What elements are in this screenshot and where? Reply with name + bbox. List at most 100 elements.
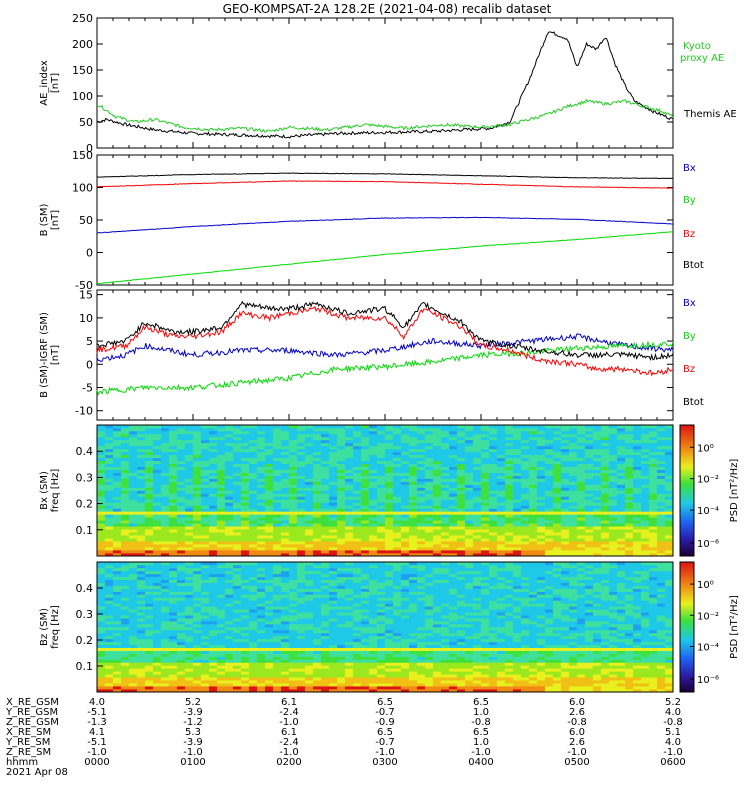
colorbar-tick-label: 10⁻² bbox=[697, 611, 719, 622]
series-line-kyoto-proxy-ae bbox=[96, 98, 674, 133]
y-axis-unit: [nT] bbox=[50, 345, 61, 365]
ephemeris-value: 6.5 bbox=[473, 697, 489, 708]
ephemeris-row-label: Y_RE_GSM bbox=[6, 707, 59, 718]
ephemeris-value: 5.1 bbox=[665, 727, 681, 738]
colorbar-tick-label: 10⁻² bbox=[697, 475, 719, 486]
y-tick-label: 150 bbox=[72, 64, 93, 77]
legend-label: proxy AE bbox=[680, 53, 724, 64]
ephemeris-value: -0.8 bbox=[471, 717, 491, 728]
ephemeris-value: 0400 bbox=[468, 757, 494, 768]
plot-frame-border bbox=[96, 424, 674, 557]
ephemeris-value: 6.5 bbox=[473, 727, 489, 738]
ephemeris-value: 6.1 bbox=[281, 697, 297, 708]
y-axis-unit: freq [Hz] bbox=[50, 605, 61, 649]
ephemeris-value: 2.6 bbox=[569, 737, 585, 748]
ephemeris-value: 1.0 bbox=[473, 707, 489, 718]
y-tick-label: -50 bbox=[75, 279, 93, 292]
series-line-bz bbox=[96, 306, 674, 377]
y-tick-label: 0.1 bbox=[76, 660, 94, 673]
ephemeris-value: 6.1 bbox=[281, 727, 297, 738]
series-line-bx bbox=[96, 333, 674, 362]
y-tick-label: 50 bbox=[79, 214, 93, 227]
series-line-bx bbox=[96, 216, 674, 234]
ephemeris-value: -1.0 bbox=[471, 747, 491, 758]
colorbar bbox=[679, 561, 695, 693]
plot-frame bbox=[96, 154, 674, 286]
legend-label: Kyoto bbox=[683, 41, 711, 52]
ephemeris-value: 6.5 bbox=[377, 697, 393, 708]
ephemeris-row-label: Z_RE_SM bbox=[6, 747, 52, 758]
panel-2: B (SM) [nT] -50 0 50 100 150 Bx By Bz Btot bbox=[39, 149, 704, 292]
ephemeris-value: 5.3 bbox=[185, 727, 201, 738]
ephemeris-value: -1.0 bbox=[663, 747, 683, 758]
ephemeris-value: -3.9 bbox=[183, 737, 203, 748]
plot-frame-border bbox=[96, 561, 674, 693]
plot-frame bbox=[96, 17, 674, 149]
y-tick-label: 5 bbox=[86, 335, 93, 348]
y-axis-label: Bx (SM) bbox=[39, 471, 50, 510]
ephemeris-value: -5.1 bbox=[87, 707, 107, 718]
ephemeris-row-label: Y_RE_SM bbox=[6, 737, 51, 748]
ephemeris-value: 4.1 bbox=[89, 727, 105, 738]
legend-label: Bz bbox=[683, 229, 695, 240]
y-tick-label: 0 bbox=[86, 142, 93, 155]
panel-5: Bz (SM) freq [Hz] 0.1 0.2 0.3 0.4 10⁰ 10⁻² 10⁻⁴ 1… bbox=[39, 561, 740, 693]
y-tick-label: 0.1 bbox=[76, 524, 94, 537]
ephemeris-value: -3.9 bbox=[183, 707, 203, 718]
legend-label: By bbox=[683, 331, 696, 342]
y-tick-label: -10 bbox=[75, 405, 93, 418]
ephemeris-value: 0300 bbox=[372, 757, 398, 768]
ephemeris-value: -5.1 bbox=[87, 737, 107, 748]
y-axis-label: Bz (SM) bbox=[39, 608, 50, 646]
spectrogram-cells bbox=[97, 562, 674, 693]
y-tick-label: 0.2 bbox=[76, 498, 94, 511]
ephemeris-value: 4.0 bbox=[665, 707, 681, 718]
y-tick-label: 150 bbox=[72, 149, 93, 162]
y-tick-label: 0 bbox=[86, 358, 93, 371]
y-tick-label: -5 bbox=[82, 382, 93, 395]
y-axis-label: B (SM) bbox=[39, 203, 50, 236]
series-line-bz bbox=[96, 180, 674, 189]
ephemeris-value: -1.0 bbox=[567, 747, 587, 758]
ephemeris-value: -0.8 bbox=[663, 717, 683, 728]
ephemeris-value: 5.2 bbox=[665, 697, 681, 708]
legend-label: Bz bbox=[683, 364, 695, 375]
ephemeris-value: 0500 bbox=[564, 757, 590, 768]
ephemeris-table: X_RE_GSM 4.0 5.2 6.1 6.5 6.5 6.0 5.2 Y_RE_GSM -5.… bbox=[0, 698, 750, 798]
ephemeris-value: 0100 bbox=[180, 757, 206, 768]
colorbar-label: PSD [nT²/Hz] bbox=[729, 459, 740, 523]
colorbar-tick-label: 10⁰ bbox=[697, 580, 714, 591]
colorbar bbox=[679, 424, 695, 557]
ephemeris-value: -1.2 bbox=[183, 717, 203, 728]
ephemeris-value: 6.5 bbox=[377, 727, 393, 738]
ephemeris-value: 4.0 bbox=[665, 737, 681, 748]
ephemeris-value: 5.2 bbox=[185, 697, 201, 708]
y-tick-label: 0.2 bbox=[76, 634, 94, 647]
series-line-btot bbox=[96, 172, 674, 179]
ephemeris-value: 0000 bbox=[84, 757, 110, 768]
series-line-themis-ae bbox=[96, 31, 674, 139]
y-axis-unit: [nT] bbox=[50, 210, 61, 230]
y-tick-label: 10 bbox=[79, 312, 93, 325]
ephemeris-value: -0.7 bbox=[375, 737, 395, 748]
y-tick-label: 15 bbox=[79, 289, 93, 302]
y-tick-label: 0 bbox=[86, 247, 93, 260]
ephemeris-row-label: X_RE_GSM bbox=[6, 697, 59, 708]
y-tick-label: 0.4 bbox=[76, 582, 94, 595]
legend-label: Btot bbox=[683, 397, 704, 408]
y-tick-label: 0.3 bbox=[76, 608, 94, 621]
y-axis-unit: freq [Hz] bbox=[50, 469, 61, 513]
ephemeris-value: 0600 bbox=[660, 757, 686, 768]
figure-title: GEO-KOMPSAT-2A 128.2E (2021-04-08) recal… bbox=[223, 2, 552, 16]
colorbar-tick-label: 10⁻⁶ bbox=[697, 539, 719, 550]
ephemeris-row-label: Z_RE_GSM bbox=[6, 717, 59, 728]
ephemeris-value: -1.0 bbox=[279, 747, 299, 758]
ephemeris-value: -2.4 bbox=[279, 737, 299, 748]
ephemeris-value: 1.0 bbox=[473, 737, 489, 748]
y-axis-label: B (SM)-IGRF (SM) bbox=[39, 312, 50, 398]
y-tick-label: 200 bbox=[72, 38, 93, 51]
y-axis-unit: [nT] bbox=[50, 73, 61, 93]
y-tick-label: 250 bbox=[72, 12, 93, 25]
